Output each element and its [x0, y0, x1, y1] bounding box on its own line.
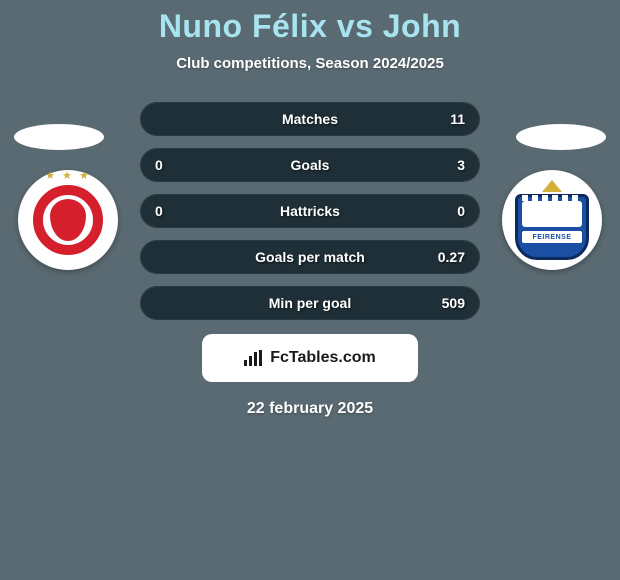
- stat-row: 0 Goals 3: [140, 148, 480, 182]
- stat-row: Goals per match 0.27: [140, 240, 480, 274]
- page-subtitle: Club competitions, Season 2024/2025: [0, 55, 620, 72]
- club-logo-left: ★ ★ ★: [18, 170, 118, 270]
- stat-value-left: 0: [155, 203, 163, 219]
- brand-badge[interactable]: FcTables.com: [202, 334, 418, 382]
- comparison-date: 22 february 2025: [0, 400, 620, 418]
- player-photo-placeholder-right: [516, 124, 606, 150]
- benfica-crest-icon: ★ ★ ★: [33, 185, 103, 255]
- stat-value-right: 3: [457, 157, 465, 173]
- stat-label: Goals: [291, 157, 330, 173]
- stat-value-right: 0.27: [438, 249, 465, 265]
- stat-value-right: 0: [457, 203, 465, 219]
- player-photo-placeholder-left: [14, 124, 104, 150]
- stat-label: Goals per match: [255, 249, 365, 265]
- stat-row: Min per goal 509: [140, 286, 480, 320]
- stat-label: Matches: [282, 111, 338, 127]
- bar-chart-icon: [244, 350, 264, 366]
- stat-label: Hattricks: [280, 203, 340, 219]
- stat-row: Matches 11: [140, 102, 480, 136]
- feirense-crest-icon: FEIRENSE: [515, 180, 589, 260]
- brand-text: FcTables.com: [270, 349, 376, 367]
- stat-label: Min per goal: [269, 295, 351, 311]
- stat-value-left: 0: [155, 157, 163, 173]
- page-title: Nuno Félix vs John: [0, 8, 620, 45]
- stat-row: 0 Hattricks 0: [140, 194, 480, 228]
- club-logo-right: FEIRENSE: [502, 170, 602, 270]
- stat-value-right: 11: [450, 111, 465, 127]
- stat-value-right: 509: [442, 295, 465, 311]
